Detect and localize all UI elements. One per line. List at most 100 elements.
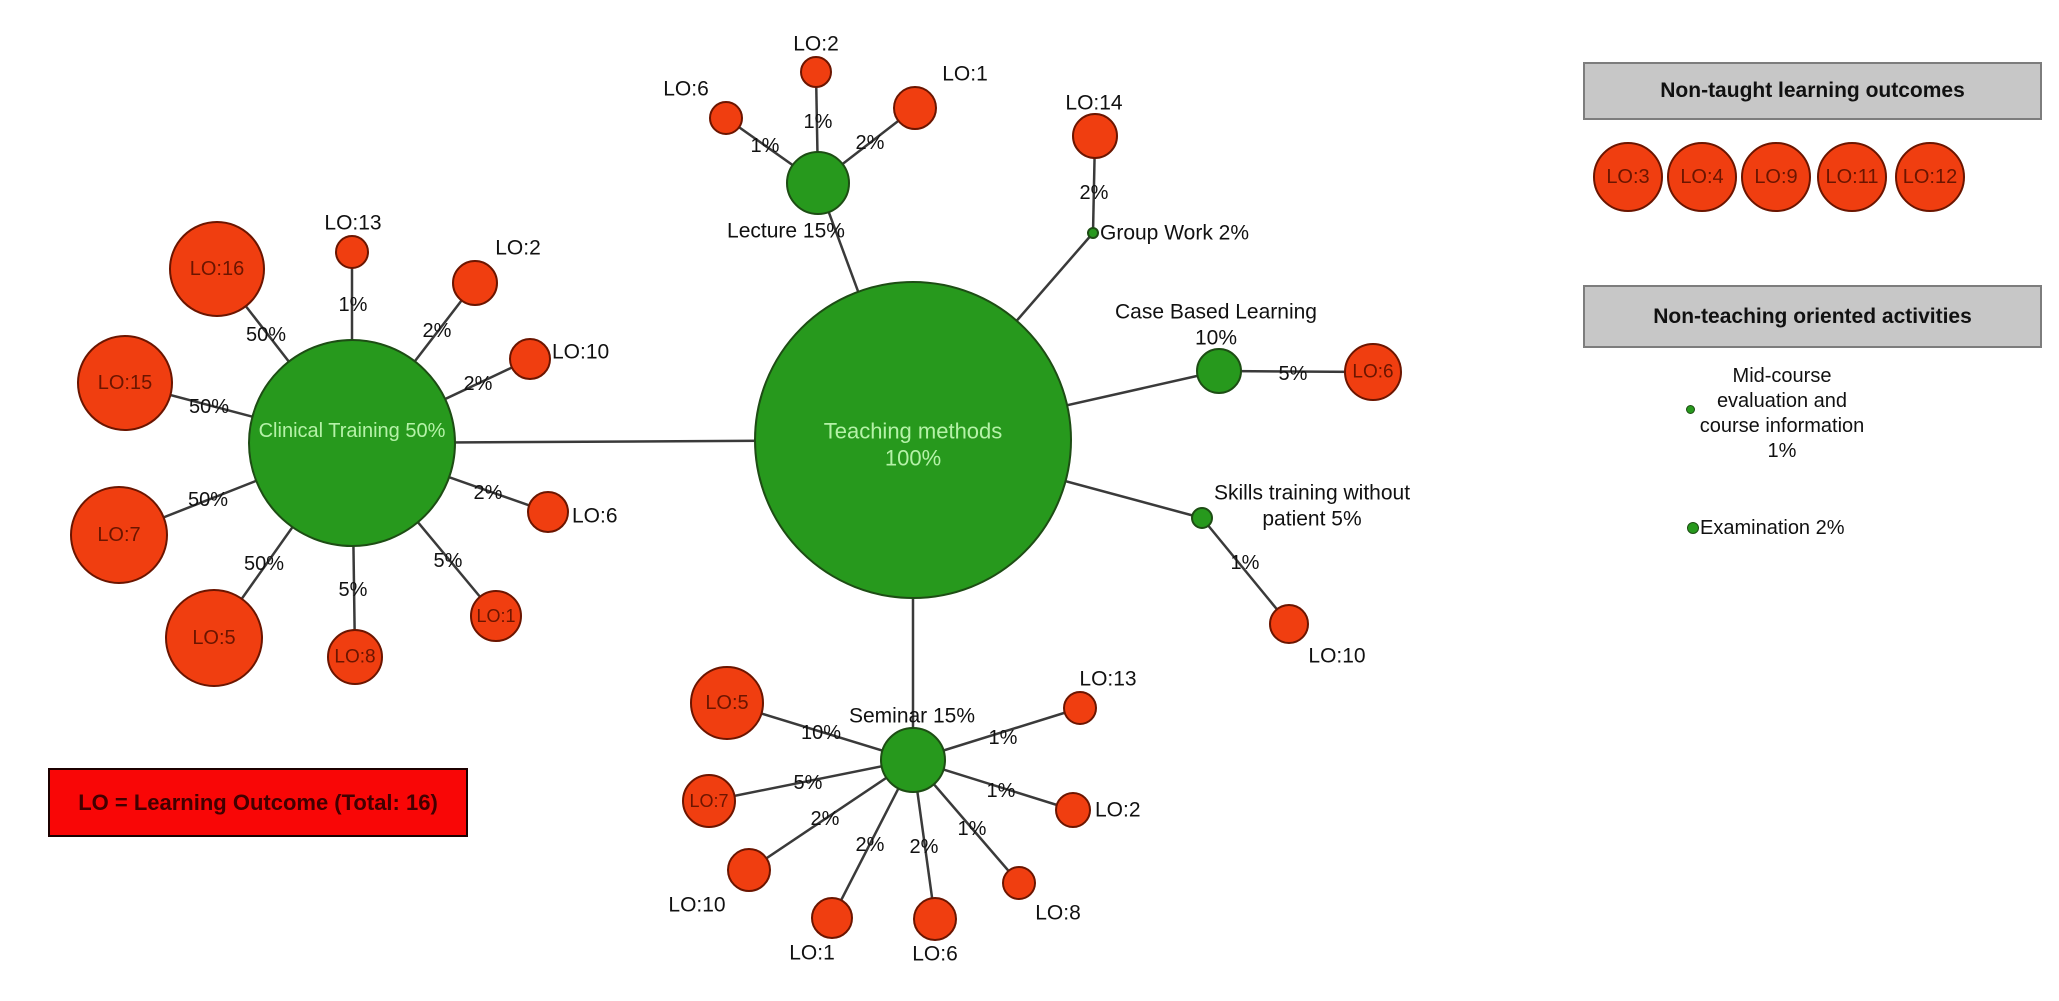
clinical-training-lo-1-label: LO:1 [476, 606, 515, 626]
teaching-methods-label: 100% [885, 446, 941, 471]
node-clinical-training-lo-1 [470, 590, 522, 642]
seminar-lo-7-pct-label: 5% [794, 772, 823, 794]
non-teaching-header: Non-teaching oriented activities [1583, 285, 2042, 348]
node-case-based-learning-lo-6 [1344, 343, 1402, 401]
clinical-training-lo-16-label: LO:16 [190, 258, 244, 280]
seminar-label: Seminar 15% [849, 705, 975, 728]
node-clinical-training-lo-16 [169, 221, 265, 317]
lecture-lo-6-label: LO:6 [663, 78, 709, 101]
clinical-training-lo-13-label: LO:13 [324, 212, 381, 235]
non-taught-lo-label: LO:3 [1606, 165, 1650, 188]
case-based-learning-lo-6-pct-label: 5% [1279, 363, 1308, 385]
mid-course-line: 1% [1767, 440, 1797, 462]
seminar-lo-8-pct-label: 1% [958, 818, 987, 840]
seminar-lo-2-pct-label: 1% [987, 780, 1016, 802]
case-based-learning-label: Case Based Learning [1115, 301, 1317, 324]
seminar-lo-8-label: LO:8 [1035, 902, 1081, 925]
node-skills-training-without-patient-lo-10 [1269, 604, 1309, 644]
skills-training-without-patient-lo-10-label: LO:10 [1308, 645, 1365, 668]
node-seminar-lo-2 [1055, 792, 1091, 828]
clinical-training-lo-16-pct-label: 50% [246, 324, 286, 346]
node-teaching-methods [754, 281, 1072, 599]
clinical-training-lo-7-label: LO:7 [97, 524, 140, 546]
clinical-training-lo-15-pct-label: 50% [189, 396, 229, 418]
non-taught-header: Non-taught learning outcomes [1583, 62, 2042, 120]
node-skills-training-without-patient [1191, 507, 1213, 529]
seminar-lo-5-label: LO:5 [705, 692, 748, 714]
case-based-learning-label: 10% [1195, 327, 1237, 350]
node-case-based-learning [1196, 348, 1242, 394]
group-work-lo-14-label: LO:14 [1065, 92, 1123, 115]
node-clinical-training-lo-8 [327, 629, 383, 685]
group-work-label: Group Work 2% [1100, 222, 1249, 245]
clinical-training-lo-13-pct-label: 1% [339, 294, 368, 316]
node-clinical-training-lo-5 [165, 589, 263, 687]
examination-note: Examination 2% [1700, 517, 1845, 539]
non-taught-lo-circle: LO:4 [1667, 142, 1737, 212]
non-taught-lo-circle: LO:3 [1593, 142, 1663, 212]
non-taught-header-label: Non-taught learning outcomes [1660, 79, 1965, 102]
seminar-lo-7-label: LO:7 [689, 791, 728, 811]
clinical-training-lo-7-pct-label: 50% [188, 489, 228, 511]
mid-course-line: Mid-course [1732, 365, 1832, 387]
node-seminar-lo-8 [1002, 866, 1036, 900]
node-clinical-training-lo-7 [70, 486, 168, 584]
clinical-training-lo-8-pct-label: 5% [339, 579, 368, 601]
case-based-learning-lo-6-label: LO:6 [1352, 362, 1393, 383]
node-clinical-training-lo-10 [509, 338, 551, 380]
seminar-lo-13-pct-label: 1% [989, 727, 1018, 749]
examination-dot-icon [1687, 522, 1699, 534]
edge-skills-training-without-patient-lo-10 [1201, 517, 1290, 625]
seminar-lo-1-label: LO:1 [789, 942, 835, 965]
lecture-lo-2-pct-label: 1% [804, 111, 833, 133]
mid-course-evaluation-note: Mid-course evaluation and course informa… [1662, 364, 1902, 464]
non-taught-lo-label: LO:12 [1902, 165, 1958, 188]
node-lecture-lo-1 [893, 86, 937, 130]
non-taught-lo-circle: LO:11 [1817, 142, 1887, 212]
teaching-methods-label: Teaching methods [824, 419, 1003, 444]
node-group-work [1087, 227, 1099, 239]
node-seminar-lo-7 [682, 774, 736, 828]
skills-training-without-patient-label: Skills training without [1214, 482, 1410, 505]
node-lecture-lo-2 [800, 56, 832, 88]
node-seminar-lo-13 [1063, 691, 1097, 725]
non-taught-lo-circle: LO:12 [1895, 142, 1965, 212]
node-seminar-lo-5 [690, 666, 764, 740]
clinical-training-lo-2-label: LO:2 [495, 237, 541, 260]
clinical-training-lo-5-label: LO:5 [192, 627, 235, 649]
node-clinical-training-lo-13 [335, 235, 369, 269]
seminar-lo-2-label: LO:2 [1095, 799, 1141, 822]
node-seminar-lo-1 [811, 897, 853, 939]
clinical-training-lo-5-pct-label: 50% [244, 553, 284, 575]
edge-seminar-lo-7 [708, 758, 914, 803]
clinical-training-lo-8-label: LO:8 [334, 647, 375, 668]
lecture-label: Lecture 15% [727, 220, 845, 243]
node-lecture-lo-6 [709, 101, 743, 135]
node-clinical-training-lo-15 [77, 335, 173, 431]
clinical-training-lo-6-label: LO:6 [572, 505, 618, 528]
clinical-training-lo-10-pct-label: 2% [464, 373, 493, 395]
seminar-lo-6-label: LO:6 [912, 943, 958, 966]
skills-training-without-patient-label: patient 5% [1262, 508, 1361, 531]
mid-course-line: course information [1699, 415, 1865, 437]
skills-training-without-patient-lo-10-pct-label: 1% [1231, 552, 1260, 574]
clinical-training-lo-10-label: LO:10 [552, 341, 609, 364]
node-lecture [786, 151, 850, 215]
mid-course-line: evaluation and [1716, 390, 1848, 412]
seminar-lo-10-label: LO:10 [668, 894, 725, 917]
non-teaching-header-label: Non-teaching oriented activities [1653, 304, 1972, 328]
lecture-lo-1-label: LO:1 [942, 63, 988, 86]
non-taught-lo-circle: LO:9 [1741, 142, 1811, 212]
lecture-lo-2-label: LO:2 [793, 33, 839, 56]
non-taught-lo-label: LO:9 [1754, 165, 1798, 188]
seminar-lo-5-pct-label: 10% [801, 722, 841, 744]
clinical-training-label: Clinical Training 50% [259, 420, 446, 442]
mid-course-dot-icon [1686, 405, 1695, 414]
non-taught-lo-label: LO:11 [1825, 165, 1879, 188]
seminar-lo-1-pct-label: 2% [856, 834, 885, 856]
legend-label: LO = Learning Outcome (Total: 16) [78, 789, 438, 815]
clinical-training-lo-15-label: LO:15 [98, 372, 152, 394]
node-seminar-lo-6 [913, 897, 957, 941]
